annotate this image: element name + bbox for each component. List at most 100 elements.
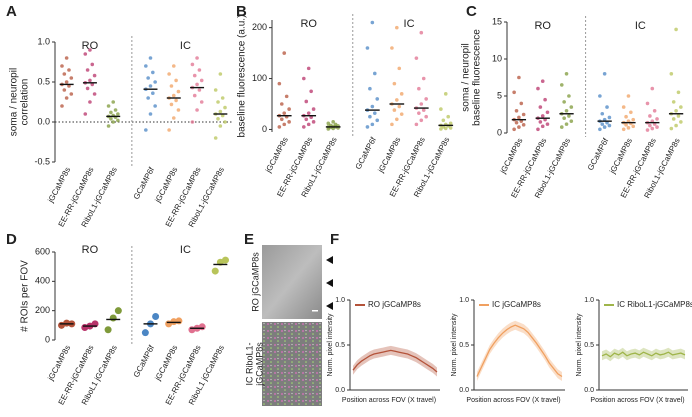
point xyxy=(390,122,394,127)
point xyxy=(365,46,370,50)
region-label: IC xyxy=(180,40,191,52)
point xyxy=(419,102,424,106)
point xyxy=(116,112,120,116)
point xyxy=(372,71,377,76)
point xyxy=(190,120,195,124)
point xyxy=(171,64,176,68)
point xyxy=(443,92,448,96)
y-tick-label: 0.0 xyxy=(459,387,469,394)
point xyxy=(116,118,120,123)
error-band xyxy=(602,347,685,362)
point xyxy=(559,125,564,129)
y-axis-label: correlation xyxy=(20,79,31,126)
point xyxy=(199,78,204,83)
x-axis-label: Position across FOV (X travel) xyxy=(342,397,436,404)
point xyxy=(111,120,116,124)
point xyxy=(674,27,678,32)
point xyxy=(448,126,453,130)
point xyxy=(284,94,289,99)
dot xyxy=(63,319,71,327)
y-tick-label: 1.0 xyxy=(584,297,594,304)
point xyxy=(220,96,225,100)
x-tick-label: jGCaMP8s xyxy=(608,137,635,176)
point xyxy=(311,120,316,124)
point xyxy=(146,96,150,100)
y-tick-label: 0.0 xyxy=(335,387,345,394)
point xyxy=(536,127,540,132)
point xyxy=(624,114,628,119)
point xyxy=(216,117,220,121)
point xyxy=(83,112,88,116)
point xyxy=(176,89,181,94)
region-label: RO xyxy=(82,244,99,256)
point xyxy=(88,78,92,83)
y-tick-label: 0.5 xyxy=(335,342,345,349)
y-tick-label: 0.5 xyxy=(37,76,50,86)
point xyxy=(365,125,370,129)
point xyxy=(650,126,655,131)
point xyxy=(439,127,443,131)
point xyxy=(306,122,311,127)
point xyxy=(375,97,380,101)
point xyxy=(311,107,316,111)
point xyxy=(171,93,176,98)
point xyxy=(146,76,150,80)
dot xyxy=(175,317,183,325)
point xyxy=(213,136,218,140)
region-label: IC xyxy=(404,18,415,30)
point xyxy=(607,115,612,120)
y-tick-label: 15 xyxy=(492,16,502,26)
y-tick-label: 0.5 xyxy=(459,342,469,349)
point xyxy=(109,110,113,115)
dot xyxy=(141,329,149,337)
point xyxy=(414,56,419,60)
point xyxy=(626,126,631,130)
point xyxy=(277,81,282,86)
point xyxy=(414,122,419,127)
dot xyxy=(152,313,160,321)
point xyxy=(514,109,519,113)
point xyxy=(144,64,148,68)
y-tick-label: 0.5 xyxy=(584,342,594,349)
legend-label: RO jGCaMP8s xyxy=(368,300,421,309)
point xyxy=(144,128,148,132)
point xyxy=(218,124,223,128)
point xyxy=(60,104,64,108)
point xyxy=(607,123,612,128)
point xyxy=(174,98,178,103)
point xyxy=(600,111,605,116)
point xyxy=(223,120,227,124)
x-tick-label: jGCaMP8s xyxy=(153,166,180,205)
point xyxy=(216,100,220,104)
point xyxy=(176,108,181,112)
point xyxy=(368,114,372,119)
point xyxy=(652,109,657,113)
point xyxy=(279,102,284,106)
scale-bar xyxy=(312,310,318,312)
point xyxy=(538,120,543,124)
point xyxy=(397,104,402,109)
x-tick-label: jGCaMP8s xyxy=(46,166,73,205)
y-tick-label: -0.5 xyxy=(34,156,50,166)
point xyxy=(370,122,375,127)
point xyxy=(519,101,524,106)
point xyxy=(648,123,652,128)
x-tick-label: GCaMP6f xyxy=(132,165,157,201)
point xyxy=(674,109,678,113)
point xyxy=(645,101,650,106)
point xyxy=(540,124,545,129)
point xyxy=(605,105,609,109)
image-caption: IC RiboL1- xyxy=(244,342,254,385)
point xyxy=(564,72,569,76)
point xyxy=(676,114,681,118)
point xyxy=(655,125,659,129)
point xyxy=(517,125,521,129)
point xyxy=(624,123,628,127)
region-label: IC xyxy=(180,244,191,256)
dot xyxy=(211,267,219,275)
point xyxy=(83,52,88,56)
point xyxy=(424,97,428,101)
point xyxy=(679,120,683,124)
y-axis-label: baseline fluorescence (a.u.) xyxy=(237,15,248,138)
